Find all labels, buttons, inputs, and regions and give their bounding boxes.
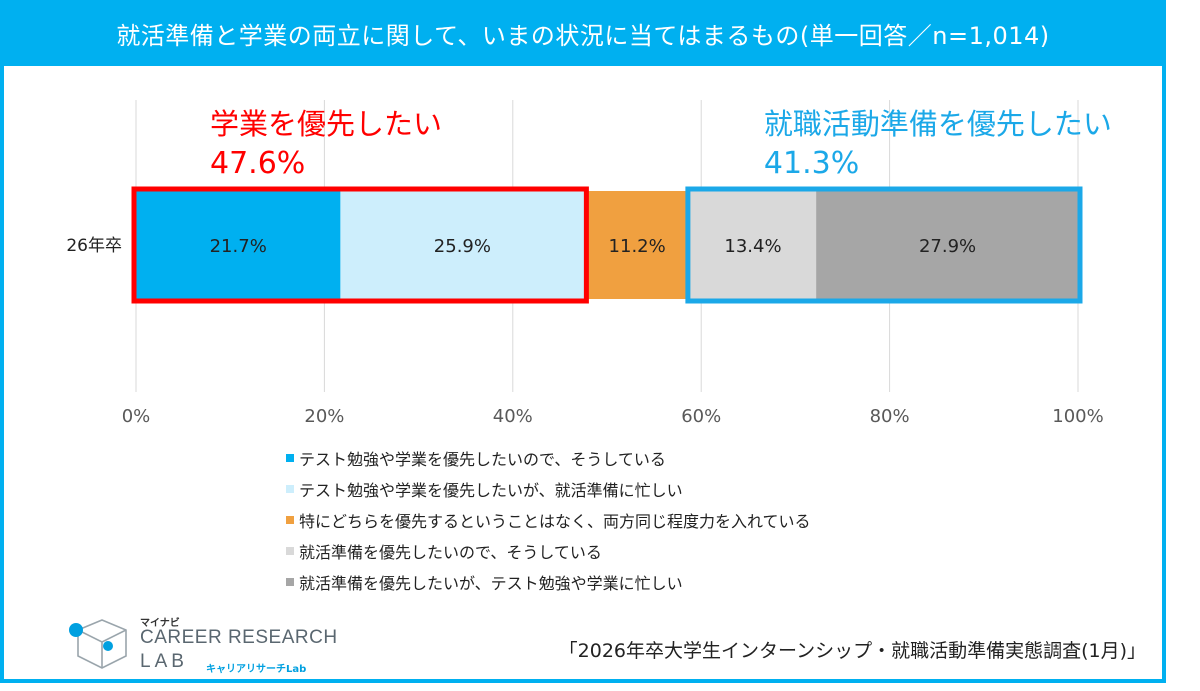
chart-title: 就活準備と学業の両立に関して、いまの状況に当てはまるもの(単一回答／n=1,01… bbox=[0, 0, 1166, 66]
logo-line2: LAB bbox=[140, 651, 188, 672]
legend-label: 就活準備を優先したいので、そうしている bbox=[299, 542, 602, 562]
legend-swatch bbox=[286, 484, 294, 493]
legend-item: 就活準備を優先したいので、そうしている bbox=[286, 535, 811, 566]
chart-frame bbox=[0, 0, 1166, 683]
group-box-2 bbox=[685, 186, 1083, 304]
group-value-2: 41.3% bbox=[764, 146, 859, 181]
legend-item: テスト勉強や学業を優先したいので、そうしている bbox=[286, 442, 811, 473]
legend-item: 特にどちらを優先するということはなく、両方同じ程度力を入れている bbox=[286, 504, 811, 535]
legend-label: 就活準備を優先したいが、テスト勉強や学業に忙しい bbox=[299, 573, 683, 593]
logo: マイナビ CAREER RESEARCH LAB キャリアリサーチLab bbox=[62, 610, 362, 680]
bar-segment-1 bbox=[136, 191, 341, 299]
logo-cube-icon bbox=[69, 619, 127, 669]
chart-svg: 0% 20% 40% 60% 80% 100% 26年卒 21.7% 25.9% 11.2% 13.… bbox=[66, 100, 1112, 427]
logo-subtitle: キャリアリサーチLab bbox=[206, 664, 307, 675]
legend-item: 就活準備を優先したいが、テスト勉強や学業に忙しい bbox=[286, 566, 811, 597]
legend-swatch bbox=[286, 515, 294, 524]
bar-segment-2 bbox=[340, 191, 585, 299]
source-note: 「2026年卒大学生インターンシップ・就職活動準備実態調査(1月)」 bbox=[558, 640, 1146, 662]
legend-label: テスト勉強や学業を優先したいが、就活準備に忙しい bbox=[299, 480, 683, 500]
data-label: 11.2% bbox=[609, 236, 666, 257]
x-tick-label: 20% bbox=[304, 406, 344, 427]
group-label-2: 就職活動準備を優先したい bbox=[764, 107, 1112, 141]
x-tick-label: 40% bbox=[493, 406, 533, 427]
x-tick-label: 100% bbox=[1052, 406, 1103, 427]
category-label: 26年卒 bbox=[66, 236, 122, 256]
data-label: 21.7% bbox=[210, 236, 267, 257]
legend-swatch bbox=[286, 546, 294, 555]
logo-tag: マイナビ bbox=[140, 618, 180, 629]
data-label: 27.9% bbox=[919, 236, 976, 257]
legend-swatch bbox=[286, 453, 294, 462]
group-label-1: 学業を優先したい bbox=[210, 107, 442, 141]
bar-segment-5 bbox=[816, 191, 1079, 299]
logo-line1: CAREER RESEARCH bbox=[140, 627, 338, 648]
group-box-1 bbox=[131, 186, 589, 304]
legend-label: 特にどちらを優先するということはなく、両方同じ程度力を入れている bbox=[299, 511, 811, 531]
data-label: 13.4% bbox=[724, 236, 781, 257]
legend: テスト勉強や学業を優先したいので、そうしている テスト勉強や学業を優先したいが、就… bbox=[286, 442, 811, 597]
bar-segment-3 bbox=[584, 191, 690, 299]
x-tick-label: 0% bbox=[122, 406, 151, 427]
data-label: 25.9% bbox=[434, 236, 491, 257]
x-tick-label: 80% bbox=[870, 406, 910, 427]
x-tick-label: 60% bbox=[681, 406, 721, 427]
legend-label: テスト勉強や学業を優先したいので、そうしている bbox=[299, 449, 666, 469]
legend-swatch bbox=[286, 577, 294, 586]
group-value-1: 47.6% bbox=[210, 146, 305, 181]
legend-item: テスト勉強や学業を優先したいが、就活準備に忙しい bbox=[286, 473, 811, 504]
bar-segment-4 bbox=[689, 191, 817, 299]
